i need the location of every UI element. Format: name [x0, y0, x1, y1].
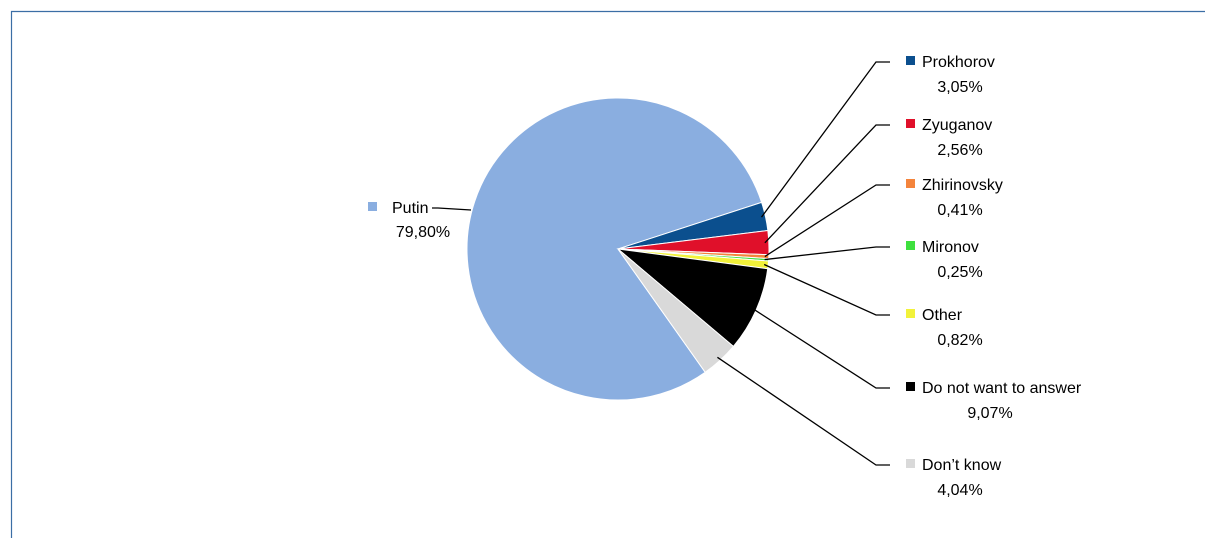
leader-lines [432, 61, 890, 466]
slice-value-do-not-want-to-answer: 9,07% [967, 405, 1012, 422]
slice-don-t-know [617, 248, 735, 373]
slice-value-mironov: 0,25% [937, 264, 982, 281]
slice-label-mironov: Mironov [922, 239, 979, 256]
leader-line-mironov [764, 246, 890, 261]
leader-line-other [763, 263, 890, 316]
slice-putin [466, 97, 763, 401]
legend-swatch-mironov [906, 241, 915, 250]
leader-line-do-not-want-to-answer [752, 307, 890, 389]
leader-line-putin [432, 207, 472, 211]
slice-label-zyuganov: Zyuganov [922, 117, 992, 134]
legend-swatch-zyuganov [906, 119, 915, 128]
legend-swatch-other [906, 309, 915, 318]
slice-value-zyuganov: 2,56% [937, 142, 982, 159]
legend-swatch-do-not-want-to-answer [906, 382, 915, 391]
pie-slices [466, 97, 770, 401]
slice-label-zhirinovsky: Zhirinovsky [922, 177, 1003, 194]
legend-swatch-putin [368, 202, 377, 211]
legend-swatch-don-t-know [906, 459, 915, 468]
slice-label-do-not-want-to-answer: Do not want to answer [922, 380, 1082, 397]
leader-line-zyuganov [764, 124, 890, 244]
leader-line-don-t-know [717, 356, 890, 466]
slice-label-don-t-know: Don’t know [922, 457, 1002, 474]
legend-swatch-prokhorov [906, 56, 915, 65]
slice-value-other: 0,82% [937, 332, 982, 349]
legend-swatch-zhirinovsky [906, 179, 915, 188]
slice-label-other: Other [922, 307, 963, 324]
leader-line-zhirinovsky [764, 184, 890, 258]
leader-line-prokhorov [760, 61, 890, 218]
slice-value-zhirinovsky: 0,41% [937, 202, 982, 219]
slice-label-prokhorov: Prokhorov [922, 54, 995, 71]
slice-value-don-t-know: 4,04% [937, 482, 982, 499]
slice-value-prokhorov: 3,05% [937, 79, 982, 96]
slice-labels: Putin 79,80% Prokhorov 3,05% Zyuganov 2,56% Zh… [368, 54, 1082, 499]
slice-label-putin: Putin [392, 200, 428, 217]
slice-value-putin: 79,80% [396, 224, 450, 241]
